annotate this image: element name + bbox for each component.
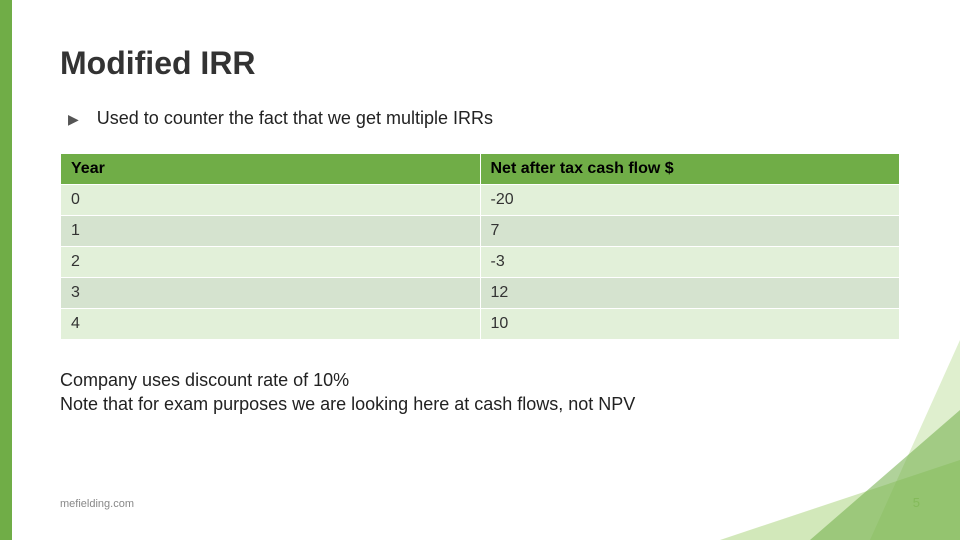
table-row: 1 7 [61,216,900,247]
cell-cashflow: 12 [480,278,900,309]
cell-year: 2 [61,247,481,278]
bullet-text: Used to counter the fact that we get mul… [97,108,493,129]
cashflow-table: Year Net after tax cash flow $ 0 -20 1 7… [60,153,900,340]
slide-title: Modified IRR [60,45,900,82]
table-header-row: Year Net after tax cash flow $ [61,154,900,185]
col-header-year: Year [61,154,481,185]
col-header-cashflow: Net after tax cash flow $ [480,154,900,185]
table-row: 0 -20 [61,185,900,216]
bullet-item: ▶ Used to counter the fact that we get m… [68,108,900,129]
note-line-1: Company uses discount rate of 10% [60,368,820,392]
cell-year: 0 [61,185,481,216]
note-block: Company uses discount rate of 10% Note t… [60,368,820,417]
cell-year: 1 [61,216,481,247]
note-line-2: Note that for exam purposes we are looki… [60,392,820,416]
cell-cashflow: -3 [480,247,900,278]
slide-content: Modified IRR ▶ Used to counter the fact … [60,45,900,417]
cell-cashflow: -20 [480,185,900,216]
footer-url: mefielding.com [60,498,134,510]
cell-cashflow: 10 [480,309,900,340]
table-row: 4 10 [61,309,900,340]
cell-year: 3 [61,278,481,309]
decor-triangle-icon [810,410,960,540]
cell-year: 4 [61,309,481,340]
bullet-arrow-icon: ▶ [68,112,79,126]
table-row: 3 12 [61,278,900,309]
cell-cashflow: 7 [480,216,900,247]
left-accent-stripe [0,0,12,540]
table-row: 2 -3 [61,247,900,278]
